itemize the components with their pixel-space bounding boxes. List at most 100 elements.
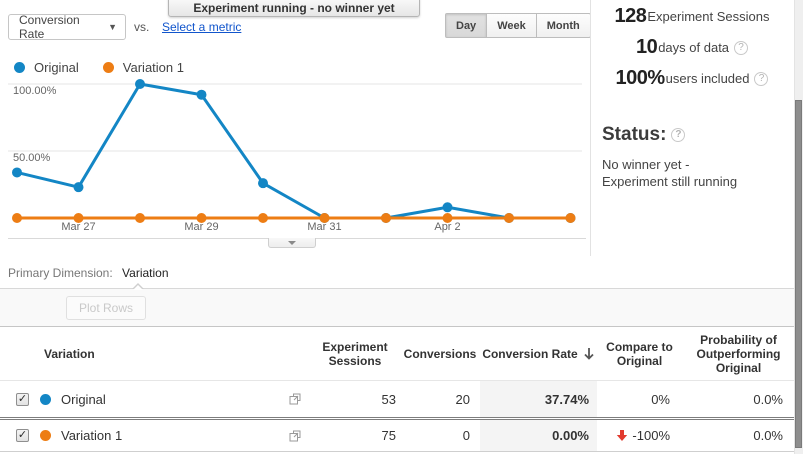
table-toolbar: Plot Rows	[0, 289, 795, 327]
column-header-sessions[interactable]: Experiment Sessions	[322, 339, 388, 368]
vertical-scrollbar[interactable]	[794, 0, 803, 454]
data-point[interactable]	[73, 182, 84, 193]
scrollbar-thumb[interactable]	[795, 100, 802, 448]
compare-value: -100%	[597, 420, 682, 451]
data-point[interactable]	[196, 89, 207, 100]
column-header-conversion-rate[interactable]: Conversion Rate	[480, 327, 597, 380]
chart-collapse-button[interactable]	[268, 238, 316, 248]
variation-name: Original	[61, 391, 106, 407]
column-header-conversions[interactable]: Conversions	[403, 346, 477, 361]
chevron-down-icon	[288, 240, 296, 249]
table-header-row: Variation Experiment Sessions Conversion…	[0, 327, 795, 381]
sessions-value: 75	[381, 428, 396, 443]
series-dot-icon	[40, 393, 51, 405]
status-line1: No winner yet -	[602, 157, 690, 172]
probability-value: 0.0%	[753, 428, 783, 443]
days-stat: 10 days of data ?	[592, 36, 792, 59]
users-value: 100%	[615, 67, 666, 89]
x-axis-label: Apr 2	[434, 221, 461, 233]
help-icon[interactable]: ?	[734, 40, 749, 55]
row-checkbox[interactable]: ✓	[16, 429, 29, 442]
conversions-value: 0	[462, 428, 470, 443]
variation-name: Variation 1	[61, 428, 123, 443]
legend-item-variation1[interactable]: Variation 1	[102, 60, 184, 75]
x-axis-label: Mar 29	[184, 221, 219, 233]
legend-dot-variation1-icon	[102, 62, 114, 73]
data-point[interactable]	[12, 167, 22, 178]
data-point[interactable]	[565, 213, 576, 223]
week-button[interactable]: Week	[487, 13, 537, 38]
table-row-variation1: ✓ Variation 1 75 0 0.00%	[0, 420, 795, 452]
legend-label-original: Original	[34, 60, 79, 75]
vs-label: vs.	[134, 20, 150, 34]
sessions-stat: 128 Experiment Sessions	[592, 5, 792, 28]
x-axis-label: Mar 31	[307, 221, 342, 233]
status-block: Status: ? No winner yet - Experiment sti…	[602, 124, 737, 190]
table-row-original: ✓ Original 53 20 37.74% 0	[0, 381, 795, 420]
column-header-variation[interactable]: Variation	[44, 346, 95, 361]
chart-panel: Conversion Rate ▼ vs. Select a metric Da…	[0, 0, 591, 256]
status-heading: Status:	[602, 124, 667, 145]
sessions-label: Experiment Sessions	[647, 9, 770, 24]
column-header-compare[interactable]: Compare to Original	[606, 339, 673, 368]
data-point[interactable]	[73, 213, 84, 223]
help-icon[interactable]: ?	[671, 128, 686, 142]
primary-dimension-bar: Primary Dimension: Variation	[0, 256, 795, 290]
experiment-status-banner: Experiment running - no winner yet	[168, 0, 420, 17]
probability-value: 0.0%	[753, 391, 783, 407]
help-icon[interactable]: ?	[754, 71, 769, 86]
panel-divider	[590, 0, 591, 256]
experiment-stats-panel: 128 Experiment Sessions 10 days of data …	[592, 0, 792, 256]
sessions-value: 128	[614, 5, 647, 27]
data-point[interactable]	[442, 213, 453, 223]
conversion-chart	[8, 72, 582, 226]
arrow-down-red-icon	[617, 430, 628, 441]
data-point[interactable]	[258, 213, 268, 223]
dimension-tab-variation[interactable]: Variation	[122, 266, 169, 280]
data-point[interactable]	[381, 213, 391, 223]
header-checkbox-spacer	[0, 327, 36, 380]
column-header-probability[interactable]: Probability of Outperforming Original	[696, 332, 781, 375]
primary-dimension-label: Primary Dimension:	[8, 266, 113, 280]
data-point[interactable]	[12, 213, 22, 223]
data-point[interactable]	[196, 213, 207, 223]
plot-rows-button[interactable]: Plot Rows	[66, 296, 147, 320]
conversion-chart-svg	[8, 79, 582, 223]
data-point[interactable]	[504, 213, 514, 223]
y-axis-label-100: 100.00%	[13, 85, 57, 97]
month-button[interactable]: Month	[536, 13, 591, 38]
metric-selector-value: Conversion Rate	[19, 13, 80, 41]
data-point[interactable]	[258, 178, 268, 189]
granularity-switcher: Day Week Month	[445, 13, 591, 38]
open-in-new-icon[interactable]	[288, 429, 302, 443]
users-label: users included	[665, 71, 750, 86]
data-point[interactable]	[319, 213, 330, 223]
sessions-value: 53	[381, 391, 396, 407]
table-section: Primary Dimension: Variation Plot Rows V…	[0, 256, 795, 452]
day-button[interactable]: Day	[445, 13, 488, 38]
conversion-rate-value: 37.74%	[480, 381, 597, 417]
conversions-value: 20	[455, 391, 470, 407]
days-value: 10	[635, 36, 658, 58]
x-axis-label: Mar 27	[61, 221, 96, 233]
open-in-new-icon[interactable]	[288, 392, 302, 406]
chevron-down-icon: ▼	[108, 22, 117, 32]
conversion-rate-value: 0.00%	[480, 420, 597, 451]
legend-item-original[interactable]: Original	[14, 60, 79, 75]
legend-label-variation1: Variation 1	[122, 60, 184, 75]
metric-selector-dropdown[interactable]: Conversion Rate ▼	[8, 13, 126, 41]
series-dot-icon	[40, 430, 51, 441]
select-a-metric-link[interactable]: Select a metric	[162, 20, 242, 34]
row-checkbox[interactable]: ✓	[16, 392, 29, 406]
compare-value: 0%	[651, 391, 670, 407]
legend-dot-original-icon	[14, 62, 25, 73]
y-axis-label-50: 50.00%	[13, 152, 51, 164]
sort-descending-icon	[584, 347, 594, 360]
data-point[interactable]	[442, 202, 453, 213]
status-line2: Experiment still running	[602, 174, 738, 189]
data-point[interactable]	[135, 79, 145, 89]
selected-tab-notch	[132, 283, 144, 290]
users-stat: 100% users included ?	[592, 67, 792, 90]
data-point[interactable]	[135, 213, 145, 223]
